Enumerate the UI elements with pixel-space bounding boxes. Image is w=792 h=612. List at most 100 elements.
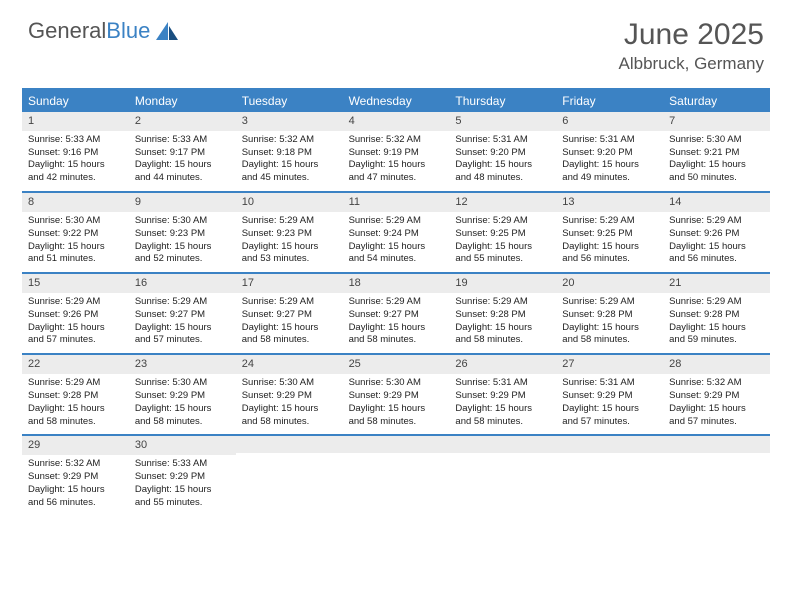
- day-cell: 3Sunrise: 5:32 AMSunset: 9:18 PMDaylight…: [236, 112, 343, 191]
- daylight-text: Daylight: 15 hours and 57 minutes.: [556, 403, 663, 429]
- sunrise-text: Sunrise: 5:29 AM: [236, 296, 343, 309]
- day-header-thursday: Thursday: [449, 90, 556, 112]
- day-number: 27: [556, 355, 663, 374]
- sunrise-text: Sunrise: 5:30 AM: [129, 377, 236, 390]
- day-cell: 9Sunrise: 5:30 AMSunset: 9:23 PMDaylight…: [129, 193, 236, 272]
- daylight-text: Daylight: 15 hours and 44 minutes.: [129, 159, 236, 185]
- sunrise-text: Sunrise: 5:29 AM: [663, 215, 770, 228]
- day-number: [343, 436, 450, 453]
- day-cell: 8Sunrise: 5:30 AMSunset: 9:22 PMDaylight…: [22, 193, 129, 272]
- sunset-text: Sunset: 9:26 PM: [663, 228, 770, 241]
- day-number: 16: [129, 274, 236, 293]
- location: Albbruck, Germany: [619, 54, 765, 74]
- day-number: 1: [22, 112, 129, 131]
- day-number: 24: [236, 355, 343, 374]
- sunrise-text: Sunrise: 5:31 AM: [449, 377, 556, 390]
- sunset-text: Sunset: 9:29 PM: [343, 390, 450, 403]
- sunset-text: Sunset: 9:18 PM: [236, 147, 343, 160]
- logo-word2: Blue: [106, 18, 150, 43]
- day-header-friday: Friday: [556, 90, 663, 112]
- sunrise-text: Sunrise: 5:33 AM: [129, 134, 236, 147]
- day-cell: 19Sunrise: 5:29 AMSunset: 9:28 PMDayligh…: [449, 274, 556, 353]
- day-cell: 28Sunrise: 5:32 AMSunset: 9:29 PMDayligh…: [663, 355, 770, 434]
- day-cell: 4 Sunrise: 5:32 AMSunset: 9:19 PMDaylight…: [343, 112, 450, 191]
- sunset-text: Sunset: 9:17 PM: [129, 147, 236, 160]
- day-cell: 27Sunrise: 5:31 AMSunset: 9:29 PMDayligh…: [556, 355, 663, 434]
- sunset-text: Sunset: 9:19 PM: [343, 147, 450, 160]
- daylight-text: Daylight: 15 hours and 47 minutes.: [343, 159, 450, 185]
- sunrise-text: Sunrise: 5:30 AM: [22, 215, 129, 228]
- daylight-text: Daylight: 15 hours and 55 minutes.: [449, 241, 556, 267]
- sunrise-text: Sunrise: 5:30 AM: [236, 377, 343, 390]
- day-cell: 2Sunrise: 5:33 AMSunset: 9:17 PMDaylight…: [129, 112, 236, 191]
- day-header-saturday: Saturday: [663, 90, 770, 112]
- sunrise-text: Sunrise: 5:29 AM: [556, 215, 663, 228]
- sunrise-text: Sunrise: 5:29 AM: [343, 215, 450, 228]
- day-cell: 25Sunrise: 5:30 AMSunset: 9:29 PMDayligh…: [343, 355, 450, 434]
- daylight-text: Daylight: 15 hours and 56 minutes.: [22, 484, 129, 510]
- day-cell: 7Sunrise: 5:30 AMSunset: 9:21 PMDaylight…: [663, 112, 770, 191]
- sunrise-text: Sunrise: 5:33 AM: [22, 134, 129, 147]
- day-number: 23: [129, 355, 236, 374]
- day-header-row: SundayMondayTuesdayWednesdayThursdayFrid…: [22, 90, 770, 112]
- daylight-text: Daylight: 15 hours and 56 minutes.: [663, 241, 770, 267]
- sunrise-text: Sunrise: 5:31 AM: [556, 377, 663, 390]
- day-cell: 20Sunrise: 5:29 AMSunset: 9:28 PMDayligh…: [556, 274, 663, 353]
- daylight-text: Daylight: 15 hours and 59 minutes.: [663, 322, 770, 348]
- sunrise-text: Sunrise: 5:32 AM: [343, 134, 450, 147]
- day-number: 28: [663, 355, 770, 374]
- sunset-text: Sunset: 9:27 PM: [343, 309, 450, 322]
- day-cell: 18Sunrise: 5:29 AMSunset: 9:27 PMDayligh…: [343, 274, 450, 353]
- daylight-text: Daylight: 15 hours and 51 minutes.: [22, 241, 129, 267]
- day-number: 7: [663, 112, 770, 131]
- sunset-text: Sunset: 9:28 PM: [449, 309, 556, 322]
- day-cell: 17Sunrise: 5:29 AMSunset: 9:27 PMDayligh…: [236, 274, 343, 353]
- day-number: 3: [236, 112, 343, 131]
- sunrise-text: Sunrise: 5:29 AM: [449, 215, 556, 228]
- daylight-text: Daylight: 15 hours and 58 minutes.: [129, 403, 236, 429]
- day-number: 30: [129, 436, 236, 455]
- day-cell: [663, 436, 770, 515]
- sunrise-text: Sunrise: 5:29 AM: [556, 296, 663, 309]
- calendar: SundayMondayTuesdayWednesdayThursdayFrid…: [22, 88, 770, 515]
- daylight-text: Daylight: 15 hours and 57 minutes.: [129, 322, 236, 348]
- sunset-text: Sunset: 9:20 PM: [449, 147, 556, 160]
- day-number: 4: [343, 112, 450, 131]
- day-number: 19: [449, 274, 556, 293]
- day-header-sunday: Sunday: [22, 90, 129, 112]
- sunrise-text: Sunrise: 5:32 AM: [663, 377, 770, 390]
- sunset-text: Sunset: 9:25 PM: [556, 228, 663, 241]
- daylight-text: Daylight: 15 hours and 49 minutes.: [556, 159, 663, 185]
- day-number: 25: [343, 355, 450, 374]
- day-number: 26: [449, 355, 556, 374]
- logo: GeneralBlue: [28, 18, 180, 44]
- sunrise-text: Sunrise: 5:30 AM: [343, 377, 450, 390]
- day-number: [663, 436, 770, 453]
- sunset-text: Sunset: 9:22 PM: [22, 228, 129, 241]
- sunrise-text: Sunrise: 5:33 AM: [129, 458, 236, 471]
- day-cell: 15Sunrise: 5:29 AMSunset: 9:26 PMDayligh…: [22, 274, 129, 353]
- day-cell: 10Sunrise: 5:29 AMSunset: 9:23 PMDayligh…: [236, 193, 343, 272]
- day-number: 5: [449, 112, 556, 131]
- day-cell: 22Sunrise: 5:29 AMSunset: 9:28 PMDayligh…: [22, 355, 129, 434]
- day-number: 29: [22, 436, 129, 455]
- sunrise-text: Sunrise: 5:29 AM: [236, 215, 343, 228]
- month-title: June 2025: [619, 18, 765, 52]
- day-cell: 1Sunrise: 5:33 AMSunset: 9:16 PMDaylight…: [22, 112, 129, 191]
- daylight-text: Daylight: 15 hours and 52 minutes.: [129, 241, 236, 267]
- sunrise-text: Sunrise: 5:29 AM: [129, 296, 236, 309]
- sunset-text: Sunset: 9:28 PM: [663, 309, 770, 322]
- sail-icon: [154, 20, 180, 42]
- daylight-text: Daylight: 15 hours and 58 minutes.: [22, 403, 129, 429]
- day-header-tuesday: Tuesday: [236, 90, 343, 112]
- day-number: [449, 436, 556, 453]
- sunrise-text: Sunrise: 5:30 AM: [663, 134, 770, 147]
- day-cell: 23Sunrise: 5:30 AMSunset: 9:29 PMDayligh…: [129, 355, 236, 434]
- daylight-text: Daylight: 15 hours and 58 minutes.: [449, 403, 556, 429]
- daylight-text: Daylight: 15 hours and 48 minutes.: [449, 159, 556, 185]
- day-cell: 29Sunrise: 5:32 AMSunset: 9:29 PMDayligh…: [22, 436, 129, 515]
- sunset-text: Sunset: 9:29 PM: [22, 471, 129, 484]
- sunset-text: Sunset: 9:21 PM: [663, 147, 770, 160]
- daylight-text: Daylight: 15 hours and 58 minutes.: [343, 322, 450, 348]
- daylight-text: Daylight: 15 hours and 57 minutes.: [22, 322, 129, 348]
